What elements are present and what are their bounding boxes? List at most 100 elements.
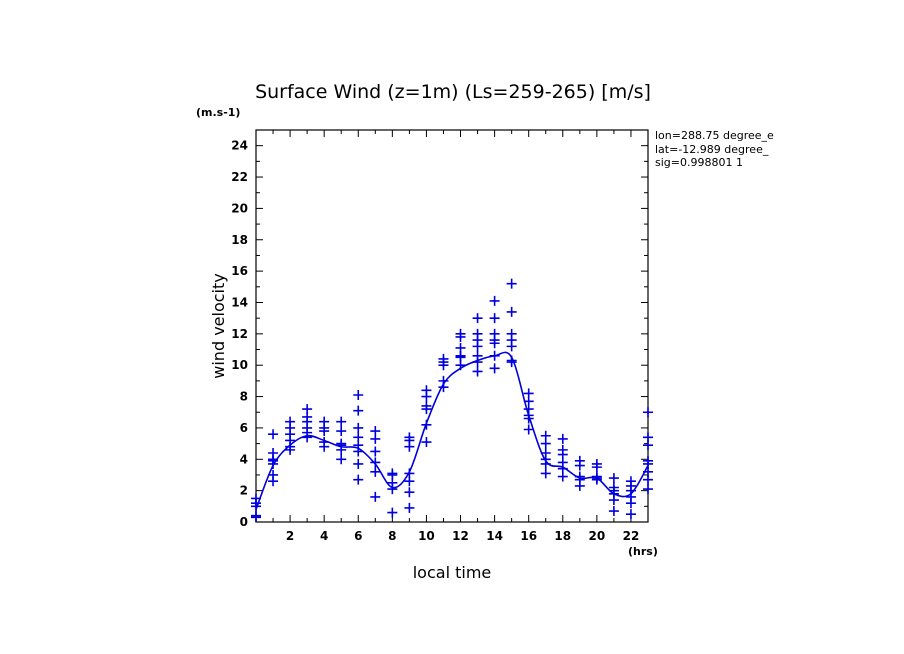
x-tick-label: 20 <box>589 529 606 543</box>
sample-point <box>557 433 568 444</box>
sample-point <box>540 430 551 441</box>
sample-point <box>472 328 483 339</box>
y-tick-label: 0 <box>240 515 248 529</box>
sample-point <box>421 385 432 396</box>
sample-point <box>302 404 313 415</box>
sample-point <box>608 482 619 493</box>
sample-point <box>455 342 466 353</box>
x-tick-label: 4 <box>320 529 328 543</box>
sample-point <box>353 422 364 433</box>
sample-point <box>608 473 619 484</box>
x-unit-label: (hrs) <box>628 545 658 558</box>
sample-point <box>643 407 653 418</box>
sample-point <box>438 353 449 364</box>
sample-point <box>268 448 279 459</box>
sample-point <box>489 313 500 324</box>
sample-point <box>353 432 364 443</box>
y-tick-label: 2 <box>240 484 248 498</box>
y-tick-label: 6 <box>240 421 248 435</box>
sample-point <box>353 405 364 416</box>
sample-point <box>268 429 279 440</box>
mean-series-line <box>255 351 649 510</box>
sample-point <box>540 468 551 479</box>
sample-point <box>421 437 432 448</box>
x-axis-label: local time <box>413 563 492 582</box>
y-tick-label: 24 <box>231 139 248 153</box>
sample-point <box>643 432 653 443</box>
info-lon: lon=288.75 degree_e <box>655 129 774 142</box>
sample-point <box>625 509 636 520</box>
sample-markers <box>251 278 653 523</box>
x-tick-label: 16 <box>520 529 537 543</box>
x-tick-label: 6 <box>354 529 362 543</box>
sample-point <box>523 424 534 435</box>
sample-point <box>319 416 330 427</box>
info-lat: lat=-12.989 degree_ <box>655 143 769 156</box>
sample-point <box>489 295 500 306</box>
y-tick-label: 8 <box>240 390 248 404</box>
sample-point <box>523 388 534 399</box>
sample-point <box>268 469 279 480</box>
sample-point <box>387 468 398 479</box>
sample-point <box>370 466 381 477</box>
sample-point <box>285 416 296 427</box>
sample-point <box>643 484 653 495</box>
sample-point <box>625 476 636 487</box>
sample-point <box>336 416 347 427</box>
sample-point <box>591 471 602 482</box>
sample-point <box>404 502 415 513</box>
sample-point <box>591 458 602 469</box>
y-axis-label: wind velocity <box>209 273 228 378</box>
sample-point <box>506 306 517 317</box>
sample-point <box>472 313 483 324</box>
sample-point <box>336 426 347 437</box>
x-tick-label: 8 <box>388 529 396 543</box>
sample-point <box>370 446 381 457</box>
sample-point <box>574 455 585 466</box>
sample-point <box>643 455 653 466</box>
x-tick-label: 10 <box>418 529 435 543</box>
y-unit-label: (m.s-1) <box>196 106 240 119</box>
y-tick-label: 18 <box>231 233 248 247</box>
y-tick-label: 10 <box>231 358 248 372</box>
sample-point <box>557 444 568 455</box>
x-tick-label: 22 <box>623 529 640 543</box>
sample-point <box>472 350 483 361</box>
x-tick-label: 2 <box>286 529 294 543</box>
x-tick-label: 14 <box>486 529 503 543</box>
sample-point <box>353 474 364 485</box>
sample-point <box>506 328 517 339</box>
sample-point <box>489 328 500 339</box>
sample-point <box>472 366 483 377</box>
y-tick-label: 4 <box>240 452 248 466</box>
sample-point <box>251 510 261 521</box>
sample-point <box>353 458 364 469</box>
sample-point <box>370 491 381 502</box>
y-tick-label: 12 <box>231 327 248 341</box>
sample-point <box>608 506 619 517</box>
x-tick-label: 12 <box>452 529 469 543</box>
info-sig: sig=0.998801 1 <box>655 156 743 169</box>
sample-point <box>404 432 415 443</box>
x-tick-label: 18 <box>554 529 571 543</box>
plot-frame <box>255 129 649 523</box>
sample-point <box>506 278 517 289</box>
y-tick-label: 20 <box>231 201 248 215</box>
sample-point <box>370 457 381 468</box>
sample-point <box>370 426 381 437</box>
sample-point <box>489 363 500 374</box>
y-tick-label: 16 <box>231 264 248 278</box>
y-tick-label: 22 <box>231 170 248 184</box>
sample-point <box>421 400 432 411</box>
sample-point <box>353 389 364 400</box>
y-tick-label: 14 <box>231 295 248 309</box>
axis-ticks <box>256 130 648 523</box>
x-tick-labels: 2 4 6 8 10 12 14 16 18 20 22 <box>286 529 639 543</box>
sample-point <box>455 328 466 339</box>
sample-point <box>387 507 398 518</box>
chart-title: Surface Wind (z=1m) (Ls=259-265) [m/s] <box>255 81 651 103</box>
sample-point <box>336 454 347 465</box>
sample-point <box>404 487 415 498</box>
